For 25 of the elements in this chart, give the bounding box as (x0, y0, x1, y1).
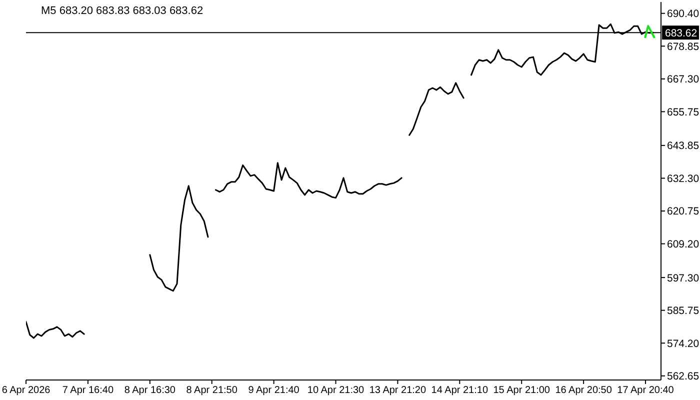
x-tick-label: 8 Apr 16:30 (124, 385, 176, 396)
x-tick-label: 7 Apr 16:40 (62, 385, 114, 396)
x-tick-label: 10 Apr 21:30 (307, 385, 365, 396)
y-tick-label: 585.75 (667, 305, 700, 318)
x-tick-label: 14 Apr 21:10 (431, 385, 488, 396)
x-tick-label: 16 Apr 20:50 (555, 385, 612, 396)
x-tick-label: 17 Apr 20:40 (617, 385, 674, 396)
y-tick-label: 562.65 (667, 370, 700, 383)
y-tick-label: 655.75 (667, 106, 700, 118)
y-tick-label: 667.30 (667, 74, 700, 86)
x-tick-label: 13 Apr 21:20 (369, 385, 426, 396)
x-tick-label: 15 Apr 21:00 (493, 385, 550, 396)
y-tick-label: 574.20 (667, 338, 700, 350)
y-tick-label: 690.40 (667, 8, 700, 20)
y-tick-label: 620.75 (667, 206, 700, 218)
y-tick-label: 597.30 (667, 272, 700, 284)
y-tick-label: 609.20 (667, 238, 700, 251)
y-tick-label: 678.85 (667, 40, 700, 53)
x-tick-label: 8 Apr 21:50 (186, 385, 238, 396)
ref-line-label: 683.62 (665, 28, 698, 40)
chart-title: M5 683.20 683.83 683.03 683.62 (41, 5, 204, 17)
x-tick-label: 6 Apr 2026 (2, 385, 51, 396)
y-tick-label: 632.30 (667, 172, 700, 185)
x-tick-label: 9 Apr 21:40 (248, 385, 300, 396)
y-tick-label: 643.85 (667, 140, 700, 152)
